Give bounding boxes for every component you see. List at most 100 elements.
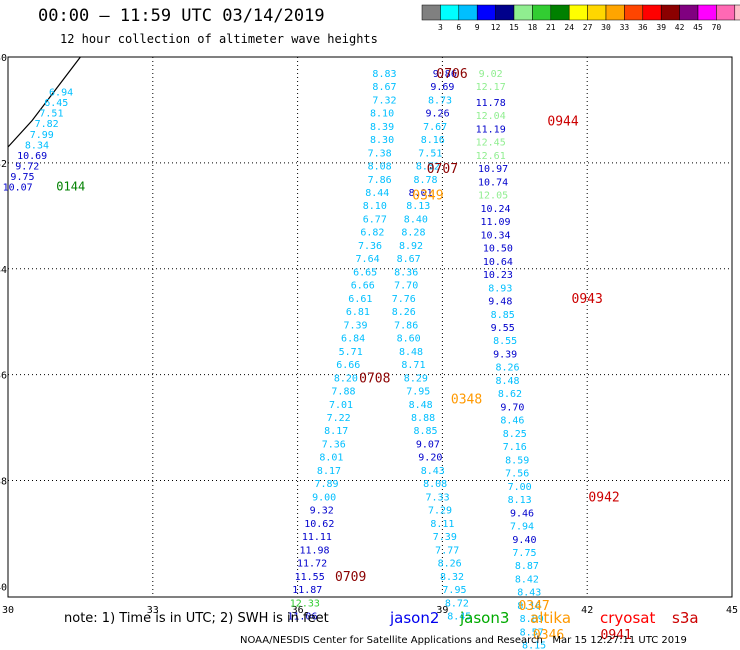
swh-value-label: 7.86 [394, 320, 418, 331]
swh-value-label: 12.05 [478, 191, 508, 202]
swh-value-label: 8.25 [503, 429, 527, 440]
swh-value-label: 6.61 [348, 294, 372, 305]
swh-value-label: 8.08 [368, 162, 392, 173]
legend-swatch [734, 4, 740, 21]
swh-value-label: 12.61 [476, 151, 506, 162]
legend-swatch [532, 4, 552, 21]
swh-value-label: 7.95 [442, 585, 466, 596]
pass-time-label: 0944 [547, 115, 578, 130]
swh-value-label: 8.42 [515, 574, 539, 585]
swh-value-label: 6.94 [49, 87, 73, 98]
y-tick-label: -36 [0, 371, 7, 382]
legend-tick-label: 27 [583, 23, 593, 32]
swh-value-label: 7.39 [433, 532, 457, 543]
y-tick-label: -38 [0, 477, 7, 488]
swh-value-label: 8.43 [421, 466, 445, 477]
swh-value-label: 11.11 [302, 532, 332, 543]
swh-value-label: 8.30 [370, 135, 394, 146]
swh-value-label: 7.95 [406, 387, 430, 398]
swh-value-label: 8.17 [324, 426, 348, 437]
swh-value-label: 8.92 [399, 241, 423, 252]
legend-swatch [642, 4, 662, 21]
legend-tick-label: 21 [546, 23, 556, 32]
swh-value-label: 12.33 [290, 598, 320, 609]
legend-tick-label: 6 [456, 23, 461, 32]
legend-swatch [550, 4, 570, 21]
swh-value-label: 8.48 [399, 347, 423, 358]
x-tick-label: 36 [292, 605, 304, 616]
pass-time-label: 0942 [588, 490, 619, 505]
pass-time-label: 0943 [572, 292, 603, 307]
pass-time-label: 0707 [427, 162, 458, 177]
swh-value-label: 7.70 [394, 281, 418, 292]
swh-value-label: 8.34 [25, 140, 49, 151]
legend-tick-label: 12 [491, 23, 501, 32]
swh-value-label: 7.29 [428, 506, 452, 517]
swh-value-label: 7.99 [30, 130, 54, 141]
swh-value-label: 8.73 [428, 95, 452, 106]
satellite-legend-jason3: jason3 [460, 609, 510, 627]
swh-value-label: 10.62 [304, 519, 334, 530]
y-tick-label: -30 [0, 53, 7, 64]
swh-value-label: 9.26 [426, 109, 450, 120]
swh-value-label: 9.40 [512, 535, 536, 546]
swh-value-label: 8.67 [372, 82, 396, 93]
swh-value-label: 7.75 [512, 548, 536, 559]
swh-value-label: 9.55 [491, 323, 515, 334]
swh-value-label: 8.62 [498, 389, 522, 400]
pass-time-label: 0346 [533, 628, 564, 643]
legend-tick-label: 24 [564, 23, 574, 32]
swh-value-label: 7.39 [343, 320, 367, 331]
swh-value-label: 8.55 [493, 336, 517, 347]
swh-value-label: 8.10 [370, 109, 394, 120]
pass-time-label: 0347 [518, 599, 549, 614]
plot-frame [7, 56, 733, 598]
swh-value-label: 7.32 [372, 95, 396, 106]
swh-value-label: 10.64 [483, 257, 513, 268]
swh-value-label: 8.16 [421, 135, 445, 146]
swh-value-label: 8.29 [404, 373, 428, 384]
swh-value-label: 7.36 [358, 241, 382, 252]
swh-value-label: 8.72 [445, 598, 469, 609]
swh-value-label: 7.16 [503, 442, 527, 453]
swh-value-label: 7.56 [505, 469, 529, 480]
footnote: note: 1) Time is in UTC; 2) SWH is in fe… [64, 611, 329, 626]
swh-value-label: 6.45 [44, 98, 68, 109]
swh-value-label: 8.16 [517, 601, 541, 612]
swh-value-label: 11.06 [287, 612, 317, 623]
swh-value-label: 7.01 [329, 400, 353, 411]
x-tick-label: 30 [2, 605, 14, 616]
legend-swatch [587, 4, 607, 21]
swh-value-label: 9.39 [493, 349, 517, 360]
legend-tick-label: 3 [438, 23, 443, 32]
swh-value-label: 8.46 [500, 416, 524, 427]
swh-value-label: 8.44 [365, 188, 389, 199]
coastline [7, 56, 81, 148]
pass-time-label: 0706 [436, 67, 467, 82]
swh-value-label: 11.09 [480, 217, 510, 228]
swh-value-label: 6.66 [336, 360, 360, 371]
swh-value-label: 11.78 [476, 98, 506, 109]
swh-value-label: 8.57 [520, 627, 544, 638]
swh-value-label: 8.93 [488, 283, 512, 294]
legend-swatch [458, 4, 478, 21]
swh-value-label: 8.26 [392, 307, 416, 318]
swh-value-label: 11.72 [297, 559, 327, 570]
swh-value-label: 9.75 [10, 172, 34, 183]
swh-value-label: 8.13 [406, 201, 430, 212]
legend-swatch [679, 4, 699, 21]
swh-value-label: 8.71 [401, 360, 425, 371]
swh-value-label: 8.45 [447, 612, 471, 623]
satellite-legend-cryosat: cryosat [600, 609, 656, 627]
swh-value-label: 6.81 [346, 307, 370, 318]
map-subtitle: 12 hour collection of altimeter wave hei… [60, 32, 378, 46]
legend-swatch [495, 4, 515, 21]
swh-value-label: 8.48 [409, 400, 433, 411]
swh-value-label: 10.50 [483, 244, 513, 255]
legend-tick-label: 18 [528, 23, 538, 32]
pass-time-label: 0941 [601, 628, 632, 643]
legend-tick-label: 33 [620, 23, 630, 32]
swh-value-label: 8.40 [404, 214, 428, 225]
legend-tick-label: 9 [475, 23, 480, 32]
swh-value-label: 8.26 [496, 363, 520, 374]
